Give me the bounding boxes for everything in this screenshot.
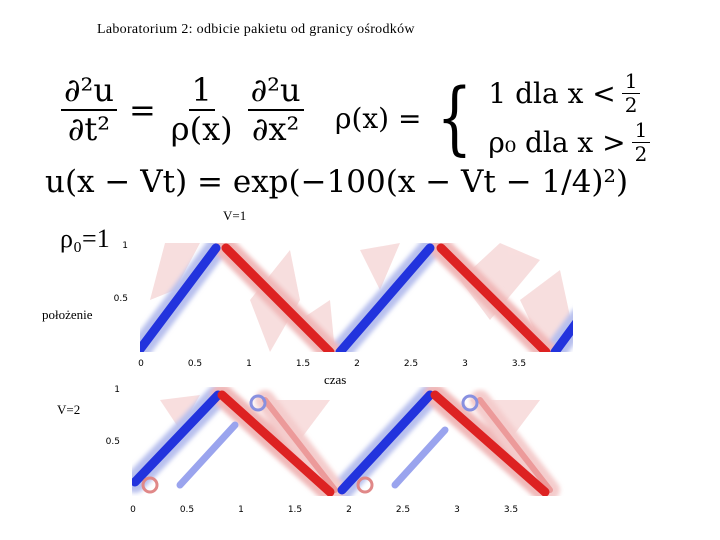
pulse-equation: u(x − Vt) = exp(−100(x − Vt − 1/4)²) (45, 164, 629, 200)
contour-plot (132, 387, 566, 496)
x-tick-label: 1 (238, 505, 244, 515)
x-tick-label: 3.5 (504, 505, 518, 515)
rho-equation: ρ(x) = { 1 dla x <1 2 ρ₀ dla x >1 2 (335, 70, 656, 166)
y-axis-label: położenie (42, 307, 93, 322)
x-tick-label: 2 (354, 359, 360, 369)
eq-text: = (128, 90, 156, 129)
x-tick-label: 1.5 (296, 359, 310, 369)
eq-text: ρ(x) = (335, 101, 422, 135)
eq-text: 1 (188, 72, 215, 111)
wave-equation: ∂²u ∂t² = 1 ρ(x) ∂²u ∂x² (55, 72, 310, 148)
rho0-label: ρ₀=1 (60, 224, 110, 253)
x-axis-label: czas (324, 372, 347, 387)
eq-text: ∂x² (251, 109, 300, 148)
x-tick-label: 3 (462, 359, 468, 369)
eq-text: ∂t² (67, 109, 111, 148)
plot-label: V=1 (223, 208, 247, 223)
eq-text: ρ(x) (170, 109, 233, 148)
x-tick-label: 2.5 (404, 359, 418, 369)
y-tick-label: 0.5 (114, 294, 128, 304)
contour-plot (140, 243, 573, 352)
x-tick-label: 3 (454, 505, 460, 515)
brace: { (437, 71, 473, 164)
x-tick-label: 0.5 (188, 359, 202, 369)
eq-text: ∂²u (247, 72, 304, 111)
y-tick-label: 1 (122, 241, 128, 251)
eq-text: 1 (621, 70, 641, 94)
x-tick-label: 1 (246, 359, 252, 369)
eq-text: ∂²u (61, 72, 117, 111)
x-tick-label: 0 (130, 505, 136, 515)
x-tick-label: 1.5 (288, 505, 302, 515)
eq-text: ρ₀ dla x > (488, 126, 626, 159)
plot-label: V=2 (57, 402, 81, 417)
y-tick-label: 1 (114, 385, 120, 395)
cases: 1 dla x <1 2 ρ₀ dla x >1 2 (488, 70, 656, 166)
eq-text: 1 (631, 119, 651, 143)
case: 1 dla x <1 2 (488, 70, 656, 117)
x-tick-label: 3.5 (512, 359, 526, 369)
x-tick-label: 2.5 (396, 505, 410, 515)
slide-title: Laboratorium 2: odbicie pakietu od grani… (97, 22, 415, 37)
eq-text: 1 dla x < (488, 77, 616, 110)
eq-text: 2 (624, 93, 638, 117)
x-tick-label: 0 (138, 359, 144, 369)
y-tick-label: 0.5 (106, 437, 120, 447)
case: ρ₀ dla x >1 2 (488, 119, 656, 166)
x-tick-label: 2 (346, 505, 352, 515)
x-tick-label: 0.5 (180, 505, 194, 515)
eq-text: 2 (634, 142, 648, 166)
